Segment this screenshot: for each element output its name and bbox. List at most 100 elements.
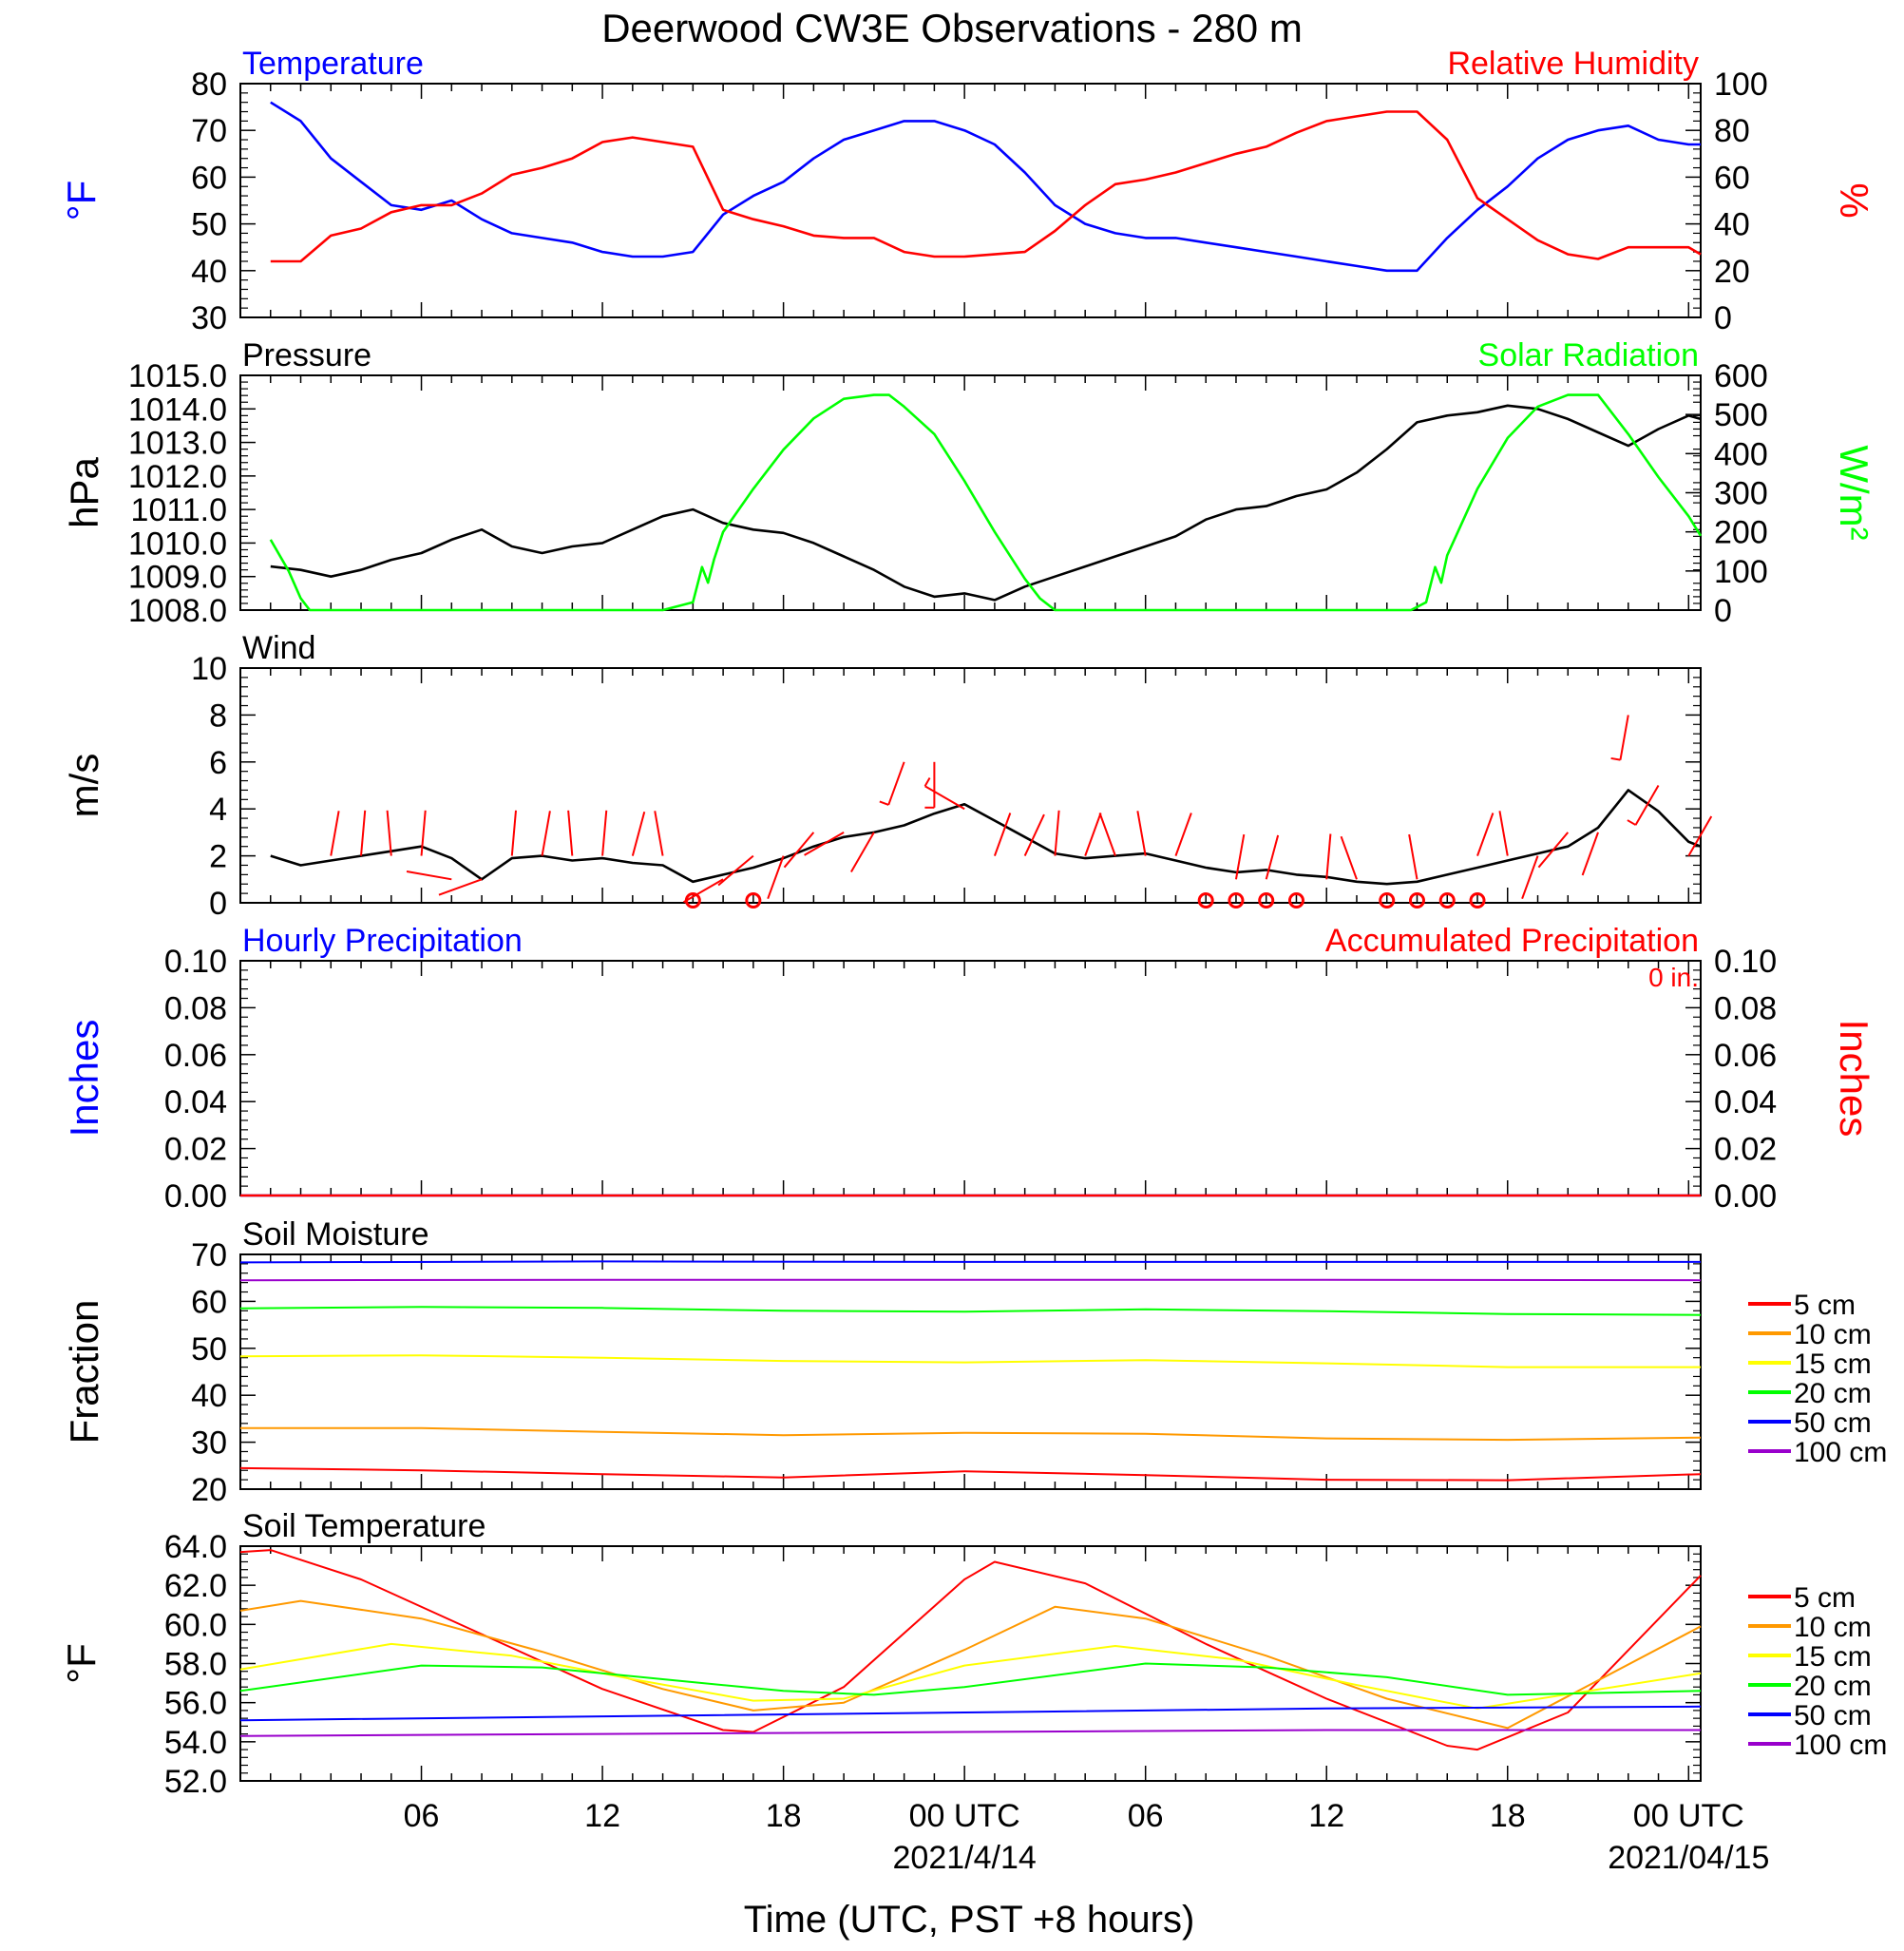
calm-wind-marker	[1228, 892, 1245, 909]
wind-barb	[767, 855, 785, 900]
wind-barb	[438, 878, 483, 896]
calm-wind-marker	[745, 892, 762, 909]
y-tick-label: 0.06	[164, 1038, 227, 1074]
panel-title-right: Solar Radiation	[1478, 337, 1699, 373]
x-tick-label: 06	[1128, 1798, 1164, 1834]
y-tick-label: 0.10	[164, 944, 227, 980]
wind-barb	[717, 854, 754, 887]
y-tick-label: 8	[209, 698, 227, 734]
calm-wind-marker	[684, 892, 701, 909]
x-tick-label: 06	[404, 1798, 440, 1834]
y-axis-label: hPa	[62, 456, 106, 527]
legend-label: 10 cm	[1794, 1612, 1872, 1643]
panel-title-right: Relative Humidity	[1447, 46, 1699, 82]
y-tick-label: 0.04	[164, 1084, 227, 1120]
y-tick-label: 1009.0	[128, 560, 227, 596]
legend-label: 20 cm	[1794, 1378, 1872, 1409]
legend-label: 5 cm	[1794, 1582, 1856, 1614]
y-tick-label: 0.08	[164, 990, 227, 1026]
wind-barb	[1581, 832, 1599, 876]
wind-barb	[1619, 715, 1629, 760]
calm-wind-marker	[1197, 892, 1214, 909]
y-tick-label: 60.0	[164, 1607, 227, 1643]
y-tick-label: 4	[209, 792, 227, 828]
series-line-5-cm	[239, 1549, 1702, 1751]
legend-label: 20 cm	[1794, 1671, 1872, 1702]
y-right-tick-label: 60	[1714, 160, 1750, 196]
accumulated-total-label: 0 in.	[1648, 963, 1699, 992]
wind-barb	[1084, 813, 1102, 856]
y-axis-label: Fraction	[62, 1300, 106, 1444]
wind-barb	[1687, 815, 1713, 857]
y-tick-label: 62.0	[164, 1568, 227, 1604]
wind-barb	[1174, 813, 1192, 856]
y-tick-label: 40	[191, 1378, 227, 1414]
series-line-pressure	[270, 404, 1702, 602]
y-right-tick-label: 300	[1714, 476, 1768, 512]
y-tick-label: 1008.0	[128, 593, 227, 629]
y-right-tick-label: 0.06	[1714, 1038, 1777, 1074]
wind-barb-flag	[923, 777, 931, 787]
series-line-50-cm	[239, 1705, 1702, 1722]
wind-barb-flag	[1610, 756, 1621, 761]
calm-wind-marker	[1469, 892, 1486, 909]
wind-barb	[924, 785, 965, 811]
panel-precipitation: 0.00 0.02 0.04 0.06 0.08 0.10 0.00 0.02 0.04 0.06…	[62, 923, 1876, 1215]
wind-barb	[887, 761, 905, 806]
wind-barb-flag	[879, 800, 889, 806]
y-tick-label: 1013.0	[128, 426, 227, 462]
x-tick-date: 2021/4/14	[893, 1840, 1037, 1876]
y-tick-label: 0.02	[164, 1132, 227, 1168]
y-tick-label: 30	[191, 1425, 227, 1462]
legend-label: 50 cm	[1794, 1700, 1872, 1731]
y-right-tick-label: 0.04	[1714, 1084, 1777, 1120]
legend-label: 15 cm	[1794, 1348, 1872, 1380]
wind-barb	[1340, 835, 1358, 880]
x-tick-label: 12	[1308, 1798, 1344, 1834]
panel-title-right: Accumulated Precipitation	[1325, 923, 1699, 959]
legend-label: 100 cm	[1794, 1437, 1887, 1468]
wind-barb	[541, 811, 551, 856]
wind-barb	[1136, 811, 1147, 856]
panel-wind: 0 2 4 6 8 10 Wind m/s	[62, 630, 1713, 922]
wind-barb	[783, 832, 815, 869]
wind-barb	[1476, 813, 1495, 856]
wind-barb	[683, 878, 724, 904]
x-tick-label: 18	[1490, 1798, 1526, 1834]
x-tick-date: 2021/04/15	[1608, 1840, 1769, 1876]
y-tick-label: 1015.0	[128, 358, 227, 394]
calm-wind-marker	[1379, 892, 1396, 909]
plot-frame	[239, 1253, 1702, 1490]
series-line-15-cm	[239, 1354, 1701, 1368]
panel-soil-moisture: 20 30 40 50 60 70 Soil Moisture Fraction 5 cm10 …	[62, 1216, 1887, 1508]
y-tick-label: 1011.0	[131, 492, 227, 528]
y-tick-label: 20	[191, 1472, 227, 1508]
legend-label: 10 cm	[1794, 1319, 1872, 1350]
series-line-humidity	[270, 110, 1702, 263]
y-tick-label: 1012.0	[128, 459, 227, 495]
wind-barb	[1098, 813, 1116, 856]
y-tick-label: 56.0	[164, 1686, 227, 1722]
y-right-tick-label: 400	[1714, 436, 1768, 472]
y-right-tick-label: 0.02	[1714, 1132, 1777, 1168]
series-line-10-cm	[240, 1426, 1702, 1442]
y-tick-label: 6	[209, 745, 227, 781]
y-right-tick-label: 40	[1714, 207, 1750, 243]
series-line-temperature	[270, 101, 1701, 273]
y-axis-label-right: Inches	[1832, 1020, 1876, 1138]
legend-label: 15 cm	[1794, 1641, 1872, 1673]
x-tick-label: 00 UTC	[1633, 1798, 1744, 1834]
wind-barb	[510, 810, 517, 856]
series-line-20-cm	[239, 1662, 1702, 1696]
y-tick-label: 70	[191, 113, 227, 149]
y-axis-label: °F	[59, 1643, 104, 1683]
legend-label: 5 cm	[1794, 1290, 1856, 1321]
panel-title-left: Soil Moisture	[242, 1216, 429, 1253]
panel-temperature-humidity: 30 40 50 60 70 80 0 20 40 60 80 100 Temperature Relat…	[59, 46, 1876, 336]
series-line-15-cm	[239, 1642, 1702, 1710]
y-right-tick-label: 20	[1714, 254, 1750, 290]
wind-barb	[1498, 811, 1509, 856]
plot-frame	[239, 1545, 1702, 1782]
